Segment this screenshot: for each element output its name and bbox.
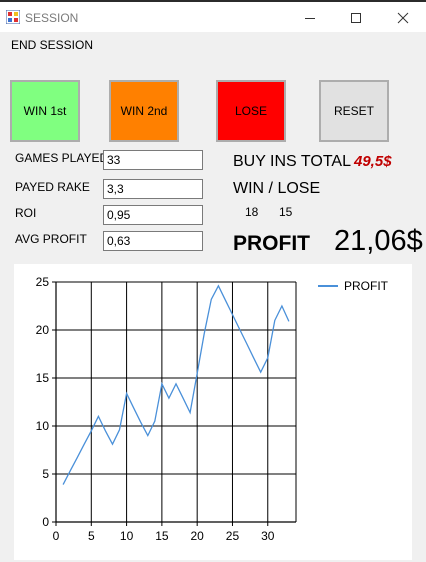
avg-profit-field[interactable]: 0,63 [103, 231, 203, 251]
y-tick-label: 5 [42, 467, 49, 481]
roi-field[interactable]: 0,95 [103, 205, 203, 225]
profit-chart-svg: 0 5 10 15 20 25 30 0 5 10 15 20 25 PROFIT [36, 275, 389, 543]
reset-button[interactable]: RESET [319, 80, 389, 142]
title-bar[interactable]: SESSION [0, 2, 426, 32]
window-title: SESSION [25, 11, 79, 25]
x-tick-label: 30 [261, 529, 275, 543]
x-tick-label: 5 [88, 529, 95, 543]
buy-ins-total-label: BUY INS TOTAL [233, 153, 351, 170]
maximize-icon [351, 13, 361, 23]
y-tick-label: 15 [36, 371, 50, 385]
games-played-label: GAMES PLAYED [15, 151, 109, 165]
profit-label: PROFIT [233, 232, 310, 255]
payed-rake-label: PAYED RAKE [15, 180, 90, 194]
x-tick-label: 0 [53, 529, 60, 543]
y-tick-label: 0 [42, 515, 49, 529]
profit-value: 21,06$ [334, 225, 423, 257]
legend-label-profit: PROFIT [344, 279, 389, 293]
x-tick-label: 10 [120, 529, 134, 543]
close-button[interactable] [380, 4, 426, 32]
window-top-border [0, 0, 426, 2]
minimize-button[interactable] [287, 4, 333, 32]
losses-count: 15 [279, 205, 293, 219]
win-lose-label: WIN / LOSE [233, 180, 321, 197]
x-tick-label: 20 [190, 529, 204, 543]
lose-button[interactable]: LOSE [216, 80, 286, 142]
x-tick-label: 25 [226, 529, 240, 543]
menu-end-session[interactable]: END SESSION [11, 38, 94, 52]
close-icon [397, 12, 409, 24]
games-played-field[interactable]: 33 [103, 150, 203, 170]
wins-count: 18 [245, 205, 259, 219]
win-second-button[interactable]: WIN 2nd [109, 80, 179, 142]
win-first-button[interactable]: WIN 1st [10, 80, 80, 142]
maximize-button[interactable] [333, 4, 379, 32]
roi-label: ROI [15, 206, 37, 220]
avg-profit-label: AVG PROFIT [15, 232, 87, 246]
payed-rake-field[interactable]: 3,3 [103, 179, 203, 199]
y-tick-label: 20 [36, 323, 50, 337]
y-tick-label: 10 [36, 419, 50, 433]
buy-ins-total-value: 49,5$ [354, 153, 392, 170]
series-line-profit [62, 284, 290, 485]
x-tick-label: 15 [155, 529, 169, 543]
app-icon [5, 9, 21, 25]
minimize-icon [305, 18, 315, 19]
y-tick-label: 25 [36, 275, 50, 289]
menu-bar: END SESSION [0, 32, 426, 58]
profit-chart: 0 5 10 15 20 25 30 0 5 10 15 20 25 PROFIT [14, 264, 412, 560]
